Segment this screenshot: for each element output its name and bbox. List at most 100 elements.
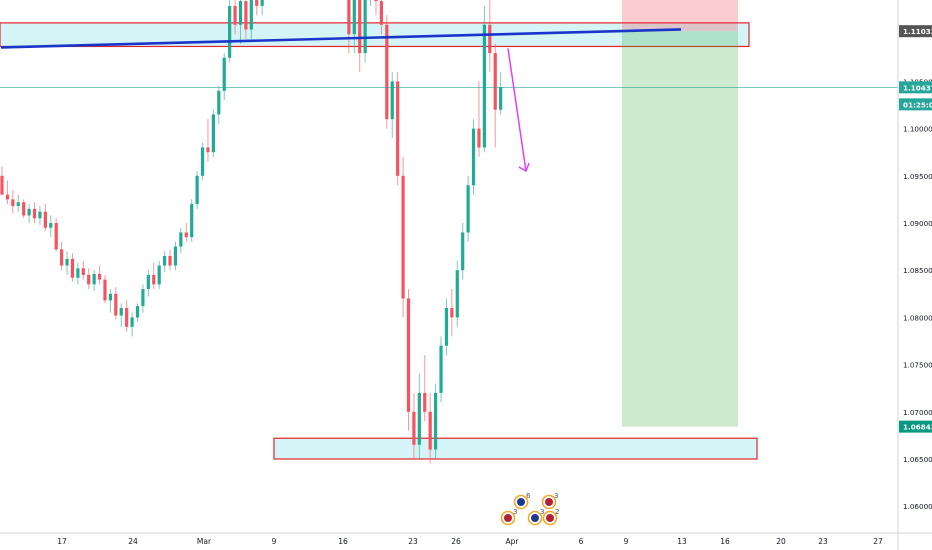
- candle-body: [108, 293, 112, 301]
- candle-body: [5, 194, 10, 200]
- candle-body: [434, 392, 438, 450]
- candle-body: [461, 232, 465, 271]
- candle-body: [200, 147, 205, 176]
- price-label-text: 1.06843: [903, 423, 932, 432]
- candle-body: [184, 232, 188, 238]
- candle-body: [27, 208, 31, 216]
- x-tick-label: 26: [451, 537, 461, 546]
- candle-body: [168, 256, 172, 266]
- event-count: 3: [513, 508, 517, 516]
- candle-body: [396, 81, 400, 176]
- x-tick-label: 13: [677, 537, 687, 546]
- candle-body: [477, 128, 481, 148]
- y-tick-label: 1.09000: [903, 219, 932, 228]
- y-tick-label: 1.08500: [903, 266, 932, 275]
- candle-body: [103, 279, 107, 301]
- take-profit-area: [622, 31, 738, 427]
- candle-body: [43, 211, 47, 228]
- price-label-text: 1.10437: [903, 83, 932, 92]
- candle-body: [146, 274, 150, 290]
- candle-body: [412, 411, 416, 445]
- candle-body: [493, 53, 497, 110]
- x-tick-label: 24: [128, 537, 138, 546]
- event-count: 3: [554, 492, 558, 500]
- candle-body: [195, 175, 199, 205]
- trendline: [0, 28, 682, 49]
- event-flag-inner-icon: [545, 498, 553, 506]
- event-flag-inner-icon: [546, 514, 554, 522]
- candle-body: [417, 392, 421, 445]
- x-tick-label: 17: [57, 537, 67, 546]
- x-tick-label: 9: [272, 537, 277, 546]
- price-label-text: 01:25:05: [903, 100, 932, 109]
- candle-body: [211, 114, 215, 153]
- projection-arrow-head: [518, 162, 530, 173]
- candle-body: [22, 202, 26, 216]
- candle-body: [249, 0, 253, 30]
- event-count: 6: [526, 492, 531, 500]
- candle-body: [428, 411, 432, 450]
- candle-body: [379, 1, 383, 25]
- y-tick-label: 1.08000: [903, 313, 932, 322]
- position-layer: [622, 0, 738, 427]
- stop-loss-area: [622, 0, 738, 32]
- candle-body: [217, 90, 221, 115]
- candle-body: [358, 0, 362, 54]
- y-tick-label: 1.06500: [903, 455, 932, 464]
- candle-body: [238, 1, 243, 25]
- events-layer: 3 6 3 3 2: [500, 492, 559, 526]
- candle-body: [471, 128, 476, 186]
- candle-body: [406, 298, 411, 412]
- candle-body: [206, 147, 210, 153]
- x-tick-label: 23: [408, 537, 418, 546]
- candle-body: [352, 0, 356, 35]
- candle-body: [455, 270, 459, 318]
- x-tick-label: 16: [338, 537, 348, 546]
- candle-body: [444, 307, 449, 346]
- candle-body: [152, 274, 156, 285]
- candle-body: [130, 317, 134, 327]
- x-tick-label: 27: [873, 537, 883, 546]
- candle-body: [60, 249, 64, 266]
- candle-body: [374, 0, 378, 2]
- candle-body: [260, 0, 264, 6]
- price-label-bg: [899, 25, 932, 38]
- candle-body: [114, 293, 118, 316]
- candle-body: [76, 268, 80, 278]
- candle-body: [439, 345, 443, 393]
- x-tick-label: 6: [579, 537, 584, 546]
- candle-body: [179, 232, 183, 247]
- y-tick-label: 1.07500: [903, 361, 932, 370]
- candle-body: [390, 81, 394, 120]
- support-zone: [273, 437, 758, 460]
- candle-body: [16, 202, 20, 207]
- candle-body: [125, 307, 129, 327]
- candles-layer: [0, 0, 503, 464]
- candle-body: [81, 268, 85, 275]
- candle-body: [385, 24, 389, 120]
- candle-body: [87, 274, 91, 285]
- candle-body: [38, 211, 42, 219]
- price-label-bg: [899, 81, 932, 94]
- price-label-text: 1.11032: [903, 27, 932, 36]
- x-tick-label: 23: [818, 537, 828, 546]
- zones-layer: [0, 22, 758, 460]
- candle-body: [157, 265, 161, 285]
- candle-body: [222, 57, 226, 91]
- candle-body: [0, 175, 4, 195]
- candle-body: [228, 5, 232, 58]
- x-tick-label: 20: [776, 537, 786, 546]
- candle-body: [450, 307, 454, 318]
- projection-arrow: [507, 48, 527, 172]
- x-tick-label: 16: [720, 537, 730, 546]
- y-tick-label: 1.06000: [903, 502, 932, 511]
- candle-body: [92, 273, 96, 285]
- candle-body: [135, 306, 140, 318]
- x-tick-label: Apr: [506, 537, 520, 546]
- y-tick-label: 1.07000: [903, 408, 932, 417]
- price-label-bg: [899, 420, 932, 433]
- candle-body: [173, 246, 178, 266]
